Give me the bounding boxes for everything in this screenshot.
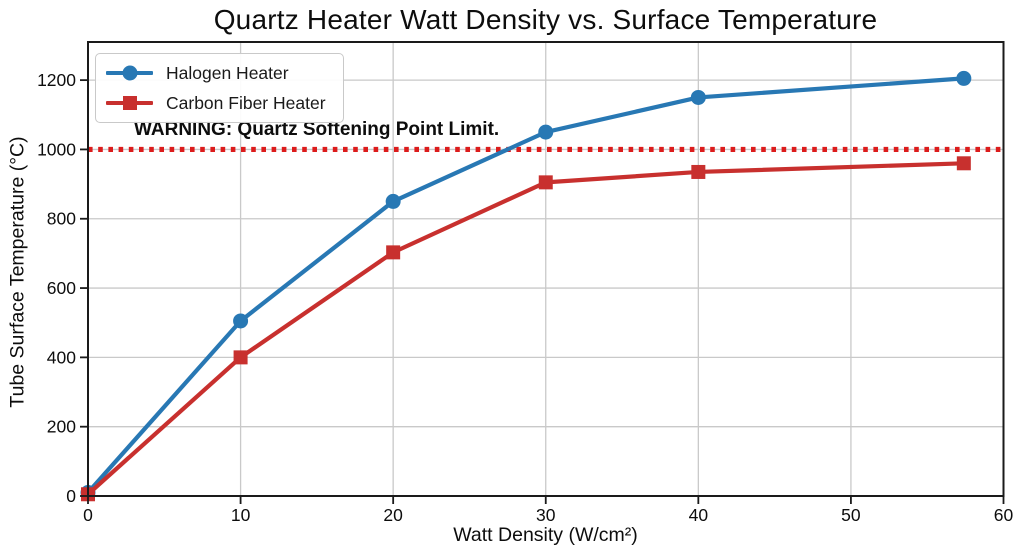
legend: Halogen Heater Carbon Fiber Heater — [95, 53, 344, 123]
threshold-warning-label: WARNING: Quartz Softening Point Limit. — [134, 119, 500, 140]
x-axis-label: Watt Density (W/cm²) — [453, 524, 638, 546]
chart-title: Quartz Heater Watt Density vs. Surface T… — [213, 4, 878, 35]
plot-border — [87, 41, 1005, 497]
y-tick-label: 600 — [47, 278, 76, 298]
data-point-halogen-heater — [538, 124, 554, 140]
x-tick-label: 40 — [689, 505, 709, 525]
square-marker-icon — [122, 96, 137, 110]
data-point-halogen-heater — [233, 313, 249, 329]
data-point-carbon-fiber-heater — [956, 156, 971, 171]
data-point-carbon-fiber-heater — [233, 350, 248, 365]
x-tick-label: 20 — [383, 505, 403, 525]
data-point-carbon-fiber-heater — [691, 164, 706, 179]
data-point-halogen-heater — [385, 193, 401, 209]
x-tick-label: 60 — [994, 505, 1014, 525]
x-tick-label: 50 — [841, 505, 861, 525]
legend-line-sample — [106, 91, 153, 115]
y-tick-label: 1000 — [37, 139, 76, 159]
y-tick-label: 200 — [47, 417, 76, 437]
circle-marker-icon — [122, 65, 137, 81]
y-tick-label: 1200 — [37, 70, 76, 90]
x-tick-label: 10 — [231, 505, 251, 525]
series-line-carbon-fiber-heater — [85, 161, 966, 497]
series-line-halogen-heater — [85, 76, 966, 495]
legend-label: Halogen Heater — [166, 62, 289, 83]
data-point-carbon-fiber-heater — [538, 175, 553, 190]
data-point-halogen-heater — [690, 89, 706, 105]
y-tick-label: 0 — [66, 486, 76, 506]
legend-label: Carbon Fiber Heater — [166, 92, 326, 113]
data-point-halogen-heater — [956, 70, 972, 86]
y-tick-label: 800 — [47, 209, 76, 229]
legend-item-carbon-fiber: Carbon Fiber Heater — [106, 91, 333, 115]
legend-line-sample — [106, 61, 153, 85]
x-tick-label: 30 — [536, 505, 556, 525]
y-axis-label: Tube Surface Temperature (°C) — [6, 136, 29, 408]
y-tick-label: 400 — [47, 347, 76, 367]
legend-item-halogen: Halogen Heater — [106, 61, 333, 85]
x-tick-label: 0 — [83, 505, 93, 525]
data-point-carbon-fiber-heater — [386, 245, 401, 260]
